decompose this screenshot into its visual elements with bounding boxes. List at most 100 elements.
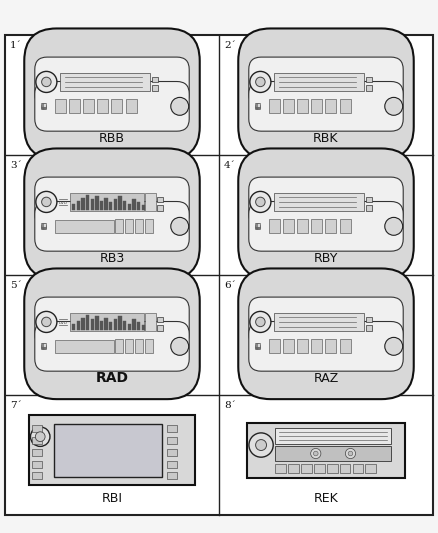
Bar — [43, 104, 46, 108]
Bar — [339, 220, 350, 233]
Bar — [254, 106, 258, 109]
FancyBboxPatch shape — [238, 28, 414, 159]
FancyBboxPatch shape — [35, 297, 189, 347]
Bar — [137, 203, 140, 210]
Circle shape — [36, 311, 57, 333]
Bar — [365, 464, 376, 473]
Bar — [86, 314, 89, 330]
Bar — [254, 343, 258, 347]
Bar — [81, 198, 85, 210]
Bar — [132, 319, 136, 330]
Bar — [141, 326, 145, 330]
Bar — [256, 106, 259, 109]
Bar — [297, 100, 308, 113]
Bar — [83, 100, 94, 113]
Bar — [301, 464, 312, 473]
FancyBboxPatch shape — [249, 321, 403, 371]
Circle shape — [171, 337, 189, 356]
Bar — [339, 100, 350, 113]
Bar — [105, 198, 108, 210]
Circle shape — [171, 217, 189, 235]
Bar — [254, 344, 258, 348]
Text: RB3: RB3 — [99, 252, 125, 265]
Bar — [114, 199, 117, 210]
Bar — [72, 324, 75, 330]
Bar — [297, 340, 308, 353]
Bar — [72, 204, 75, 210]
Bar — [325, 220, 336, 233]
Bar — [256, 343, 259, 347]
Bar — [53, 424, 162, 477]
Bar — [311, 340, 322, 353]
Bar — [314, 464, 325, 473]
Bar — [366, 197, 372, 202]
Bar — [100, 321, 103, 330]
Bar — [167, 461, 177, 467]
Bar — [274, 193, 364, 211]
Bar — [256, 225, 259, 229]
Bar — [32, 425, 42, 432]
Bar — [109, 203, 113, 210]
Bar — [269, 220, 280, 233]
Bar — [41, 344, 44, 348]
Circle shape — [348, 451, 353, 456]
Circle shape — [42, 197, 51, 207]
Bar — [167, 449, 177, 456]
Circle shape — [385, 217, 403, 235]
Bar — [43, 225, 46, 229]
Bar — [42, 224, 45, 228]
Text: 4ˊ: 4ˊ — [224, 161, 236, 170]
Bar — [112, 100, 122, 113]
Text: 3ˊ: 3ˊ — [10, 161, 22, 170]
Text: RBY: RBY — [314, 252, 338, 265]
FancyBboxPatch shape — [35, 321, 189, 371]
Bar — [141, 205, 145, 210]
FancyBboxPatch shape — [249, 201, 403, 251]
Bar — [81, 318, 85, 330]
Bar — [123, 201, 126, 210]
Bar — [257, 346, 261, 349]
Bar — [43, 343, 46, 347]
Bar — [28, 415, 195, 485]
Text: REK: REK — [314, 492, 339, 505]
Bar — [123, 321, 126, 330]
Bar — [145, 340, 153, 353]
Bar — [325, 100, 336, 113]
Bar — [55, 220, 113, 232]
Circle shape — [42, 77, 51, 87]
Bar — [288, 464, 299, 473]
Bar — [41, 225, 44, 229]
FancyBboxPatch shape — [35, 57, 189, 107]
Bar — [70, 313, 144, 331]
Bar — [115, 340, 123, 353]
Bar — [257, 225, 261, 229]
Bar — [95, 316, 99, 330]
Bar — [353, 464, 363, 473]
Circle shape — [314, 451, 318, 456]
Circle shape — [385, 98, 403, 115]
Bar — [276, 464, 286, 473]
Bar — [274, 313, 364, 331]
Bar — [325, 340, 336, 353]
Bar — [41, 106, 44, 109]
Bar — [254, 225, 258, 229]
Bar — [274, 73, 364, 91]
Bar — [69, 100, 80, 113]
Bar — [145, 313, 156, 331]
FancyBboxPatch shape — [249, 57, 403, 107]
Bar — [283, 340, 294, 353]
Bar — [339, 464, 350, 473]
Circle shape — [31, 427, 50, 447]
Bar — [366, 326, 372, 331]
FancyBboxPatch shape — [249, 82, 403, 131]
FancyBboxPatch shape — [24, 149, 200, 279]
Bar — [297, 220, 308, 233]
Bar — [118, 196, 122, 210]
Bar — [126, 100, 137, 113]
Bar — [157, 317, 163, 322]
Bar — [125, 340, 133, 353]
Bar — [366, 317, 372, 322]
Circle shape — [256, 77, 265, 87]
Bar — [257, 223, 261, 227]
Bar — [283, 220, 294, 233]
